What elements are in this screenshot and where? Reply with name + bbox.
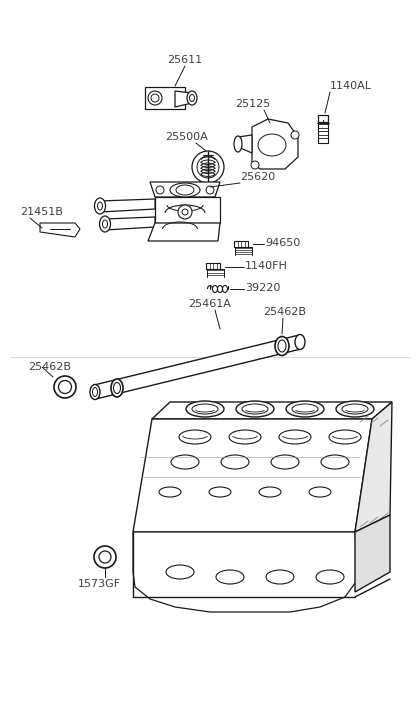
Ellipse shape (186, 401, 224, 417)
Ellipse shape (242, 404, 268, 414)
Text: 25620: 25620 (240, 172, 275, 182)
Polygon shape (40, 223, 80, 237)
Ellipse shape (54, 376, 76, 398)
Ellipse shape (97, 202, 102, 210)
Text: 25611: 25611 (168, 55, 202, 65)
Polygon shape (355, 402, 392, 532)
Polygon shape (175, 91, 192, 107)
Ellipse shape (113, 382, 121, 393)
Ellipse shape (92, 387, 97, 396)
Polygon shape (355, 515, 390, 592)
Ellipse shape (329, 430, 361, 444)
Ellipse shape (266, 570, 294, 584)
Circle shape (182, 209, 188, 215)
Ellipse shape (321, 455, 349, 469)
Circle shape (206, 186, 214, 194)
Ellipse shape (99, 551, 111, 563)
Text: 39220: 39220 (245, 283, 281, 293)
Ellipse shape (286, 401, 324, 417)
Text: 25462B: 25462B (263, 307, 307, 317)
Polygon shape (145, 87, 185, 109)
Ellipse shape (192, 404, 218, 414)
Circle shape (178, 205, 192, 219)
Ellipse shape (171, 455, 199, 469)
Ellipse shape (295, 334, 305, 350)
Ellipse shape (179, 430, 211, 444)
Ellipse shape (278, 340, 286, 352)
Polygon shape (133, 419, 372, 532)
Polygon shape (152, 402, 392, 419)
Ellipse shape (279, 430, 311, 444)
Ellipse shape (336, 401, 374, 417)
Circle shape (291, 131, 299, 139)
Polygon shape (318, 115, 328, 122)
Text: 25461A: 25461A (189, 299, 231, 309)
Ellipse shape (94, 198, 105, 214)
Ellipse shape (192, 151, 224, 183)
Ellipse shape (166, 565, 194, 579)
Text: 94650: 94650 (265, 238, 300, 248)
Ellipse shape (209, 487, 231, 497)
Ellipse shape (90, 385, 100, 400)
Text: 1140FH: 1140FH (245, 261, 288, 271)
Ellipse shape (236, 401, 274, 417)
Ellipse shape (316, 570, 344, 584)
Ellipse shape (292, 404, 318, 414)
Ellipse shape (258, 134, 286, 156)
Ellipse shape (309, 487, 331, 497)
Ellipse shape (197, 156, 219, 178)
Polygon shape (206, 263, 220, 269)
Ellipse shape (170, 183, 200, 197)
Ellipse shape (100, 216, 110, 232)
Polygon shape (155, 197, 220, 223)
Ellipse shape (229, 430, 261, 444)
Polygon shape (238, 135, 252, 153)
Ellipse shape (221, 455, 249, 469)
Ellipse shape (148, 91, 162, 105)
Polygon shape (93, 335, 302, 399)
Polygon shape (133, 532, 358, 612)
Polygon shape (148, 223, 220, 241)
Polygon shape (150, 182, 220, 197)
Text: 25500A: 25500A (165, 132, 208, 142)
Polygon shape (234, 241, 248, 247)
Ellipse shape (111, 379, 123, 397)
Circle shape (156, 186, 164, 194)
Ellipse shape (234, 136, 242, 152)
Polygon shape (100, 199, 155, 212)
Text: 1573GF: 1573GF (78, 579, 121, 589)
Text: 21451B: 21451B (20, 207, 63, 217)
Polygon shape (252, 119, 298, 169)
Text: 1140AL: 1140AL (330, 81, 372, 91)
Polygon shape (105, 217, 155, 230)
Ellipse shape (189, 95, 194, 102)
Ellipse shape (187, 91, 197, 105)
Ellipse shape (275, 337, 289, 356)
Text: 25125: 25125 (235, 99, 270, 109)
Ellipse shape (216, 570, 244, 584)
Ellipse shape (159, 487, 181, 497)
Ellipse shape (151, 94, 159, 102)
Ellipse shape (102, 220, 108, 228)
Ellipse shape (271, 455, 299, 469)
Ellipse shape (342, 404, 368, 414)
Ellipse shape (94, 546, 116, 568)
Circle shape (251, 161, 259, 169)
Ellipse shape (58, 380, 71, 393)
Text: 25462B: 25462B (28, 362, 71, 372)
Ellipse shape (259, 487, 281, 497)
